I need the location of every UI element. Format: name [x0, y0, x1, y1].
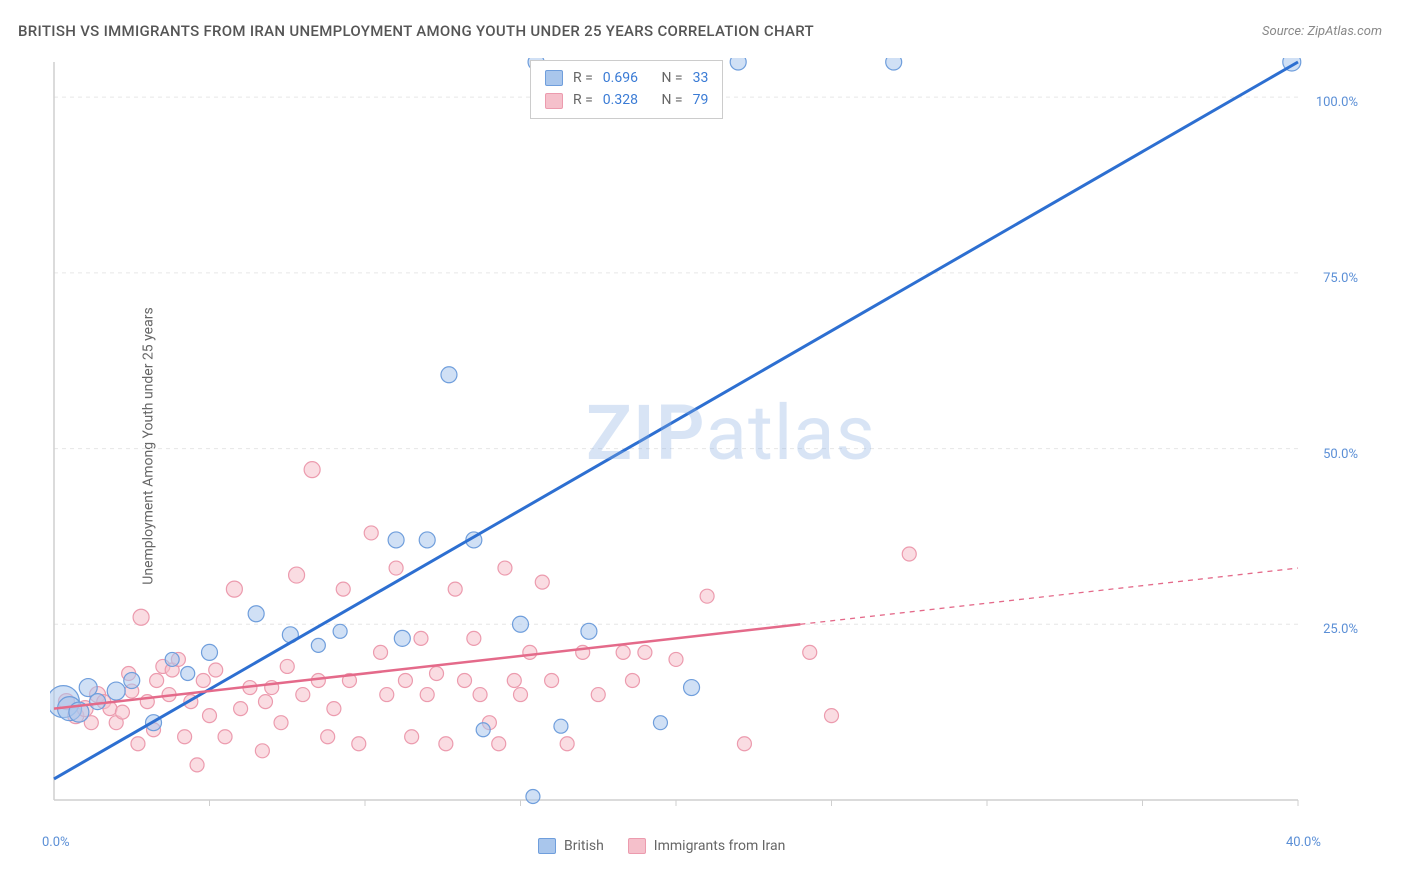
source-label: Source: [1262, 24, 1304, 39]
stats-row-series1: R = 0.696 N = 33 [545, 67, 708, 89]
stats-n-label-1: N = [661, 67, 682, 89]
stats-r-label-1: R = [573, 67, 593, 89]
chart-title: BRITISH VS IMMIGRANTS FROM IRAN UNEMPLOY… [18, 22, 814, 40]
stats-n-value-1: 33 [693, 67, 709, 89]
swatch-series1 [545, 70, 563, 86]
stats-r-label-2: R = [573, 89, 593, 111]
swatch-series2 [545, 93, 563, 109]
stats-r-value-1: 0.696 [603, 67, 638, 89]
stats-n-value-2: 79 [693, 89, 709, 111]
y-tick-label: 25.0% [1323, 622, 1358, 637]
y-tick-label: 75.0% [1323, 271, 1358, 286]
source-value: ZipAtlas.com [1307, 24, 1382, 39]
stats-n-label-2: N = [661, 89, 682, 111]
legend-item-series1: British [538, 838, 604, 854]
legend-label-series1: British [564, 838, 604, 854]
legend-swatch-series2 [628, 838, 646, 854]
source-attribution: Source: ZipAtlas.com [1262, 24, 1382, 39]
y-tick-label: 50.0% [1323, 447, 1358, 462]
legend-label-series2: Immigrants from Iran [654, 838, 786, 854]
legend-item-series2: Immigrants from Iran [628, 838, 786, 854]
stats-box: R = 0.696 N = 33 R = 0.328 N = 79 [530, 60, 723, 119]
legend-swatch-series1 [538, 838, 556, 854]
plot-area: ZIPatlas R = 0.696 N = 33 R = 0.328 N = … [50, 58, 1370, 828]
stats-r-value-2: 0.328 [603, 89, 638, 111]
chart-svg [50, 58, 1370, 828]
chart-container: BRITISH VS IMMIGRANTS FROM IRAN UNEMPLOY… [0, 0, 1406, 892]
x-tick-label: 0.0% [42, 835, 70, 850]
y-tick-label: 100.0% [1316, 95, 1358, 110]
stats-row-series2: R = 0.328 N = 79 [545, 89, 708, 111]
x-tick-label: 40.0% [1286, 835, 1321, 850]
bottom-legend: British Immigrants from Iran [538, 838, 785, 854]
